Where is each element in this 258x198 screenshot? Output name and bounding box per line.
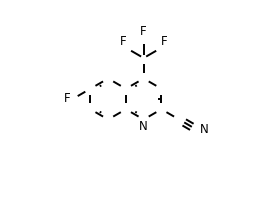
Text: F: F — [119, 35, 126, 48]
Text: N: N — [199, 123, 208, 136]
Text: F: F — [63, 92, 70, 106]
Text: N: N — [139, 120, 148, 133]
Text: F: F — [161, 35, 168, 48]
Text: F: F — [140, 25, 147, 38]
